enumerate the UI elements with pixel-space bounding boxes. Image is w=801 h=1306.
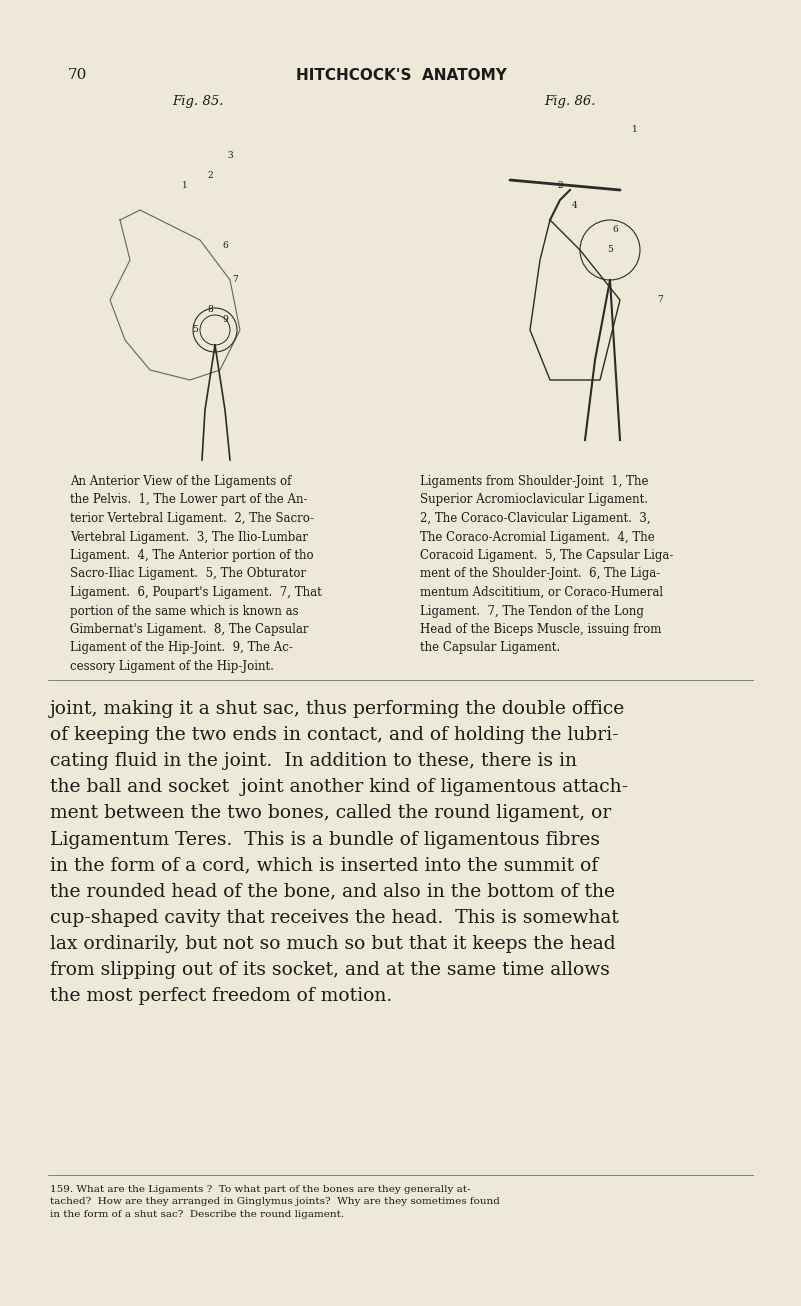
Text: 5: 5 [192, 325, 198, 334]
Text: 7: 7 [232, 276, 238, 285]
Text: 5: 5 [607, 246, 613, 255]
Text: 4: 4 [572, 201, 578, 209]
Text: 3: 3 [227, 150, 233, 159]
Text: HITCHCOCK'S  ANATOMY: HITCHCOCK'S ANATOMY [296, 68, 506, 84]
Text: 7: 7 [657, 295, 663, 304]
Text: Fig. 85.: Fig. 85. [172, 95, 223, 108]
Text: 9: 9 [222, 316, 227, 324]
Text: An Anterior View of the Ligaments of
the Pelvis.  1, The Lower part of the An-
t: An Anterior View of the Ligaments of the… [70, 475, 322, 673]
Text: 8: 8 [207, 306, 213, 315]
Text: 159. What are the Ligaments ?  To what part of the bones are they generally at-
: 159. What are the Ligaments ? To what pa… [50, 1185, 500, 1218]
Text: Ligaments from Shoulder-Joint  1, The
Superior Acromioclavicular Ligament.
2, Th: Ligaments from Shoulder-Joint 1, The Sup… [420, 475, 674, 654]
Text: 6: 6 [612, 226, 618, 235]
Text: 2: 2 [207, 171, 213, 179]
Text: joint, making it a shut sac, thus performing the double office
of keeping the tw: joint, making it a shut sac, thus perfor… [50, 700, 628, 1006]
Bar [450, 115, 730, 445]
Text: 1: 1 [632, 125, 638, 135]
Text: 6: 6 [222, 240, 227, 249]
Text: 70: 70 [68, 68, 87, 82]
Text: 2: 2 [557, 180, 563, 189]
Text: 1: 1 [182, 180, 188, 189]
Bar [70, 135, 350, 465]
Text: Fig. 86.: Fig. 86. [544, 95, 596, 108]
